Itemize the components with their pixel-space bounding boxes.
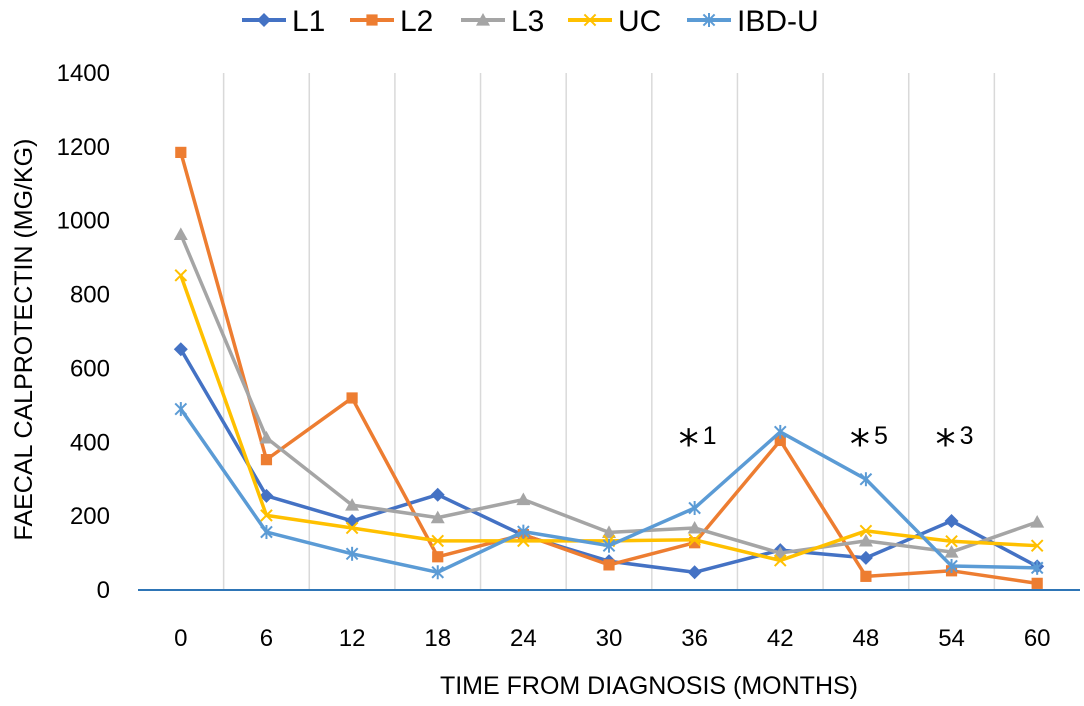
data-point	[431, 534, 445, 548]
data-point	[175, 146, 187, 158]
data-point	[173, 227, 188, 240]
data-point	[859, 472, 873, 487]
data-point	[346, 392, 358, 404]
data-point	[1030, 515, 1045, 528]
y-tick-label: 800	[70, 282, 110, 309]
data-point	[944, 513, 959, 528]
y-tick-label: 400	[70, 429, 110, 456]
x-tick-label: 12	[339, 625, 366, 652]
x-tick-label: 18	[424, 625, 451, 652]
data-point	[773, 424, 787, 439]
y-tick-label: 1200	[57, 134, 110, 161]
y-tick-label: 600	[70, 355, 110, 382]
annotation-star: *	[936, 422, 956, 468]
data-point	[944, 544, 959, 558]
annotation-label: 3	[960, 422, 974, 450]
data-point	[260, 525, 273, 540]
x-tick-label: 54	[938, 625, 965, 652]
x-axis-ticks: 0 6 12 18 24 30 36 42 48 54 60	[174, 625, 1050, 652]
x-tick-label: 48	[853, 625, 880, 652]
data-point	[603, 559, 615, 571]
data-point	[259, 488, 274, 503]
x-tick-label: 6	[260, 625, 273, 652]
data-point	[773, 546, 788, 559]
y-tick-label: 1400	[57, 60, 110, 87]
series-ibd-u	[174, 402, 1044, 580]
x-tick-label: 24	[510, 625, 537, 652]
annotation-star: *	[679, 422, 699, 468]
data-point	[430, 510, 445, 524]
annotation-label: 5	[874, 422, 888, 450]
x-tick-label: 42	[767, 625, 794, 652]
data-point	[689, 537, 701, 549]
data-point	[774, 434, 786, 447]
legend-label: L1	[292, 5, 325, 38]
data-point	[174, 402, 188, 417]
legend-label: UC	[618, 5, 661, 38]
y-tick-label: 1000	[57, 208, 110, 235]
data-point	[687, 565, 702, 580]
data-point	[1030, 539, 1044, 552]
data-point	[432, 551, 444, 563]
data-point	[257, 13, 271, 27]
legend-item-ibd-u: IBD-U	[687, 5, 819, 38]
data-point	[476, 13, 490, 26]
data-point	[430, 487, 445, 502]
data-point	[945, 558, 958, 573]
data-point	[345, 546, 359, 561]
data-point	[1030, 560, 1044, 575]
data-point	[602, 538, 616, 553]
legend-item-l1: L1	[242, 5, 325, 38]
x-tick-label: 60	[1024, 625, 1051, 652]
annotation-label: 1	[703, 422, 717, 450]
data-point	[345, 521, 359, 535]
data-point	[1031, 577, 1043, 589]
data-point	[260, 454, 273, 466]
y-tick-label: 0	[97, 577, 110, 604]
data-point	[858, 550, 873, 565]
data-point	[773, 554, 787, 567]
gridlines	[222, 73, 996, 590]
annotations: * 1 * 5 * 3	[679, 422, 974, 468]
data-point	[260, 509, 273, 522]
x-axis-title: TIME FROM DIAGNOSIS (MONTHS)	[440, 672, 858, 700]
legend-label: L2	[400, 5, 433, 38]
series-l3	[173, 227, 1045, 559]
data-point	[366, 14, 378, 26]
data-point	[688, 533, 701, 547]
x-tick-label: 0	[174, 625, 187, 652]
data-point	[517, 524, 530, 539]
x-tick-label: 30	[596, 625, 623, 652]
legend-item-l3: L3	[461, 5, 544, 38]
data-point	[702, 13, 716, 27]
data-point	[345, 498, 360, 511]
annotation-star: *	[850, 422, 870, 468]
x-tick-label: 36	[681, 625, 708, 652]
y-tick-label: 200	[70, 503, 110, 530]
y-axis-title: FAECAL CALPROTECTIN (MG/KG)	[10, 139, 38, 541]
data-point	[516, 492, 531, 506]
series-uc	[174, 269, 1044, 567]
data-point	[688, 501, 701, 516]
data-point	[858, 533, 873, 547]
data-point	[687, 520, 702, 534]
legend-label: L3	[511, 5, 544, 38]
legend: L1 L2 L3 UC IBD-U	[242, 5, 819, 38]
data-point	[173, 342, 188, 357]
data-point	[860, 570, 872, 582]
legend-item-l2: L2	[350, 5, 433, 38]
data-point	[602, 525, 616, 538]
data-point	[431, 565, 445, 580]
legend-item-uc: UC	[568, 5, 661, 38]
data-point	[859, 524, 873, 538]
data-point	[945, 534, 958, 548]
legend-label: IBD-U	[737, 5, 819, 38]
data-point	[583, 13, 597, 27]
y-axis-ticks: 0 200 400 600 800 1000 1200 1400	[57, 60, 110, 604]
data-point	[517, 534, 530, 548]
data-point	[174, 269, 188, 282]
data-point	[259, 430, 274, 444]
